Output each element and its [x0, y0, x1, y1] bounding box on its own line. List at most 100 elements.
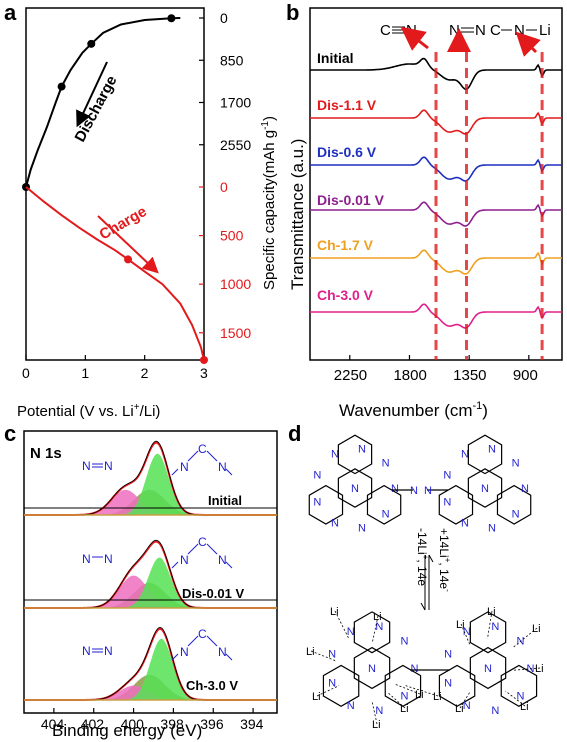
cnli-arrow [515, 31, 541, 57]
panel-b-x-ticks: 2250 1800 1350 900 [334, 355, 538, 384]
azo-n: N [424, 485, 432, 497]
panel-a-letter: a [4, 0, 17, 25]
ring-bond [469, 611, 507, 654]
ring-bond [438, 664, 476, 707]
li-atom: Li [520, 701, 529, 713]
lithiated-molecule: NNNNNNNNNNNNNNNNNNNNLiLiLiLiLiLiLiLiLiLi… [306, 606, 544, 731]
n-atom: N [512, 509, 520, 521]
n-atom: N [347, 626, 355, 638]
panel-a-frame [25, 7, 205, 361]
panel-d-letter: d [288, 421, 301, 446]
cn-arrow [400, 26, 429, 51]
li-coordination [395, 684, 421, 695]
n-atom: N [331, 448, 339, 460]
n-atom: N [461, 518, 469, 530]
series-label: Dis-0.01 V [317, 192, 385, 208]
panel-b-ylabel: Transmittance (a.u.) [288, 139, 307, 290]
li-coordination [334, 610, 350, 640]
x-tick-label: 900 [513, 367, 538, 384]
cn-bond [187, 543, 199, 555]
discharge-arrow [76, 61, 108, 128]
x-tick-label: 3 [200, 365, 208, 381]
x-tick-label: 402 [81, 716, 105, 732]
panel-b-xlabel: Wavenumber (cm-1) [339, 400, 488, 420]
charge-curve [25, 186, 205, 361]
c-n-component [24, 638, 277, 700]
ring-bond [337, 434, 373, 475]
y-tick-label-bottom: 1000 [220, 276, 251, 292]
panel-a-curves [22, 14, 208, 364]
carbodiimide-c: C [198, 535, 207, 549]
azo-n2: N [475, 22, 486, 39]
panel-c-x-ticks: 404 402 400 398 396 394 [41, 708, 264, 732]
ring-bond [322, 664, 360, 707]
li-atom: Li [535, 663, 544, 675]
charge-marker [124, 255, 133, 264]
ring-bond [500, 664, 538, 707]
li-atom: Li [487, 606, 496, 618]
bond-c: C [380, 22, 391, 39]
ring-bond [366, 484, 402, 525]
n-atom: N [313, 469, 321, 481]
panel-c-title: N 1s [30, 445, 62, 462]
y-tick-label-top: 1700 [220, 95, 251, 111]
ring-bond [337, 468, 373, 508]
panel-c-frame [23, 430, 278, 714]
c-n-component [24, 557, 277, 608]
li-coordination [505, 690, 526, 707]
panel-c-spectra [24, 440, 277, 701]
li-coordination [310, 650, 336, 662]
li-atom: Li [330, 606, 339, 618]
x-tick-label: 394 [240, 716, 264, 732]
discharge-marker [87, 39, 96, 48]
panel-b-peak-markers [434, 52, 544, 360]
ring-bond [384, 664, 422, 707]
n-atom: N [358, 444, 366, 456]
n-atom: N [484, 663, 492, 675]
n-atom: N [382, 457, 390, 469]
n-atom: N [411, 663, 419, 675]
backward-label: -14Li+, 14e- [415, 528, 430, 589]
li-atom: Li [306, 646, 315, 658]
x-tick-label: 2 [141, 365, 149, 381]
ring-bond [353, 646, 391, 690]
ring-bond [438, 484, 474, 525]
n-atom: N [375, 705, 383, 717]
y-tick-label-top: 850 [220, 52, 244, 68]
cn-bond [206, 635, 218, 647]
cn-bond [171, 468, 179, 476]
series-label: Dis-1.1 V [317, 97, 377, 113]
n-atom: N [463, 700, 471, 712]
carbodiimide-c: C [198, 442, 207, 456]
cn-bond [171, 653, 179, 661]
cnli-li: Li [539, 22, 551, 39]
cn-bond [225, 653, 233, 661]
series-label: Ch-3.0 V [186, 678, 238, 693]
x-tick-label: 1350 [453, 367, 486, 384]
azo-n-atom: N [104, 644, 113, 658]
x-tick-label: 0 [22, 365, 30, 381]
y-tick-label-bottom: 1500 [220, 325, 251, 341]
cn-bond [225, 561, 233, 569]
ring-bond [353, 611, 391, 654]
carbodiimide-n: N [218, 553, 227, 567]
panel-c-letter: c [4, 421, 16, 446]
carbodiimide-c: C [198, 627, 207, 641]
li-coordination [316, 685, 340, 697]
panel-a-y-ticks-bottom: 0 500 1000 1500 [199, 179, 251, 341]
n-atom: N [368, 663, 376, 675]
x-tick-label: 1 [81, 365, 89, 381]
x-tick-label: 396 [200, 716, 224, 732]
series-label: Ch-1.7 V [317, 237, 374, 253]
discharge-marker [167, 14, 176, 23]
li-coordination [513, 667, 541, 671]
li-atom: Li [455, 703, 464, 715]
li-coordination [511, 627, 538, 649]
n-atom: N [391, 483, 399, 495]
panel-b: b 2250 1800 1350 900 Initial Dis-1.1 V Dis-0.… [286, 0, 563, 420]
n-atom: N [463, 626, 471, 638]
n-atom: N [347, 700, 355, 712]
cn-bond [187, 450, 199, 462]
